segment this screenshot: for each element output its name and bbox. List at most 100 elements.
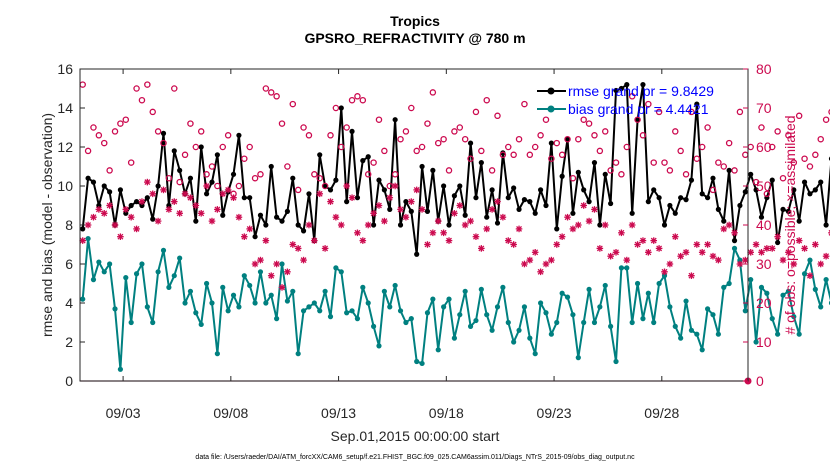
bias-point bbox=[586, 286, 592, 292]
bias-point bbox=[672, 323, 678, 329]
obs-possible-point bbox=[187, 120, 194, 127]
bias-point bbox=[785, 288, 792, 294]
obs-possible-point bbox=[316, 174, 323, 182]
rmse-point bbox=[360, 158, 366, 164]
bias-point bbox=[494, 304, 501, 310]
bias-point bbox=[198, 321, 204, 328]
rmse-point bbox=[90, 179, 97, 185]
obs-possible-point bbox=[548, 155, 555, 162]
obs-assimilated-point bbox=[812, 241, 819, 248]
obs-assimilated-point bbox=[262, 237, 270, 244]
y-tick-label: 10 bbox=[57, 178, 73, 194]
rmse-point bbox=[511, 185, 517, 191]
obs-possible-point bbox=[117, 120, 124, 127]
obs-assimilated-point bbox=[704, 241, 711, 248]
bias-point bbox=[715, 331, 721, 337]
x-axis-label: Sep.01,2015 00:00:00 start bbox=[331, 428, 500, 444]
bias-point bbox=[177, 255, 183, 261]
obs-assimilated-point bbox=[445, 237, 453, 244]
bias-point bbox=[721, 284, 727, 290]
x-tick-label: 09/13 bbox=[321, 405, 356, 421]
rmse-point bbox=[726, 167, 732, 173]
obs-possible-point bbox=[90, 124, 97, 131]
obs-possible-point bbox=[214, 182, 221, 190]
obs-possible-point bbox=[763, 190, 771, 198]
rmse-point bbox=[812, 187, 818, 193]
obs-possible-point bbox=[478, 147, 485, 155]
obs-possible-point bbox=[154, 128, 162, 135]
obs-assimilated-point bbox=[666, 260, 674, 268]
obs-assimilated-point bbox=[316, 190, 324, 198]
legend-bias-label: bias grand pr = 4.4421 bbox=[568, 101, 709, 117]
rmse-point bbox=[300, 228, 307, 234]
y-axis-left: 0 2 4 6 8 10 12 14 16 bbox=[57, 61, 85, 389]
obs-assimilated-point bbox=[822, 252, 830, 260]
obs-possible-point bbox=[666, 167, 674, 174]
obs-assimilated-point bbox=[682, 249, 690, 256]
bias-point bbox=[112, 306, 118, 312]
obs-assimilated-point bbox=[585, 217, 593, 225]
obs-assimilated-point bbox=[661, 268, 668, 276]
bias-point bbox=[548, 331, 554, 337]
obs-possible-point bbox=[564, 135, 571, 143]
obs-assimilated-point bbox=[235, 213, 243, 221]
rmse-point bbox=[381, 187, 387, 193]
bias-point bbox=[150, 319, 156, 326]
rmse-point bbox=[317, 152, 323, 158]
obs-assimilated-point bbox=[289, 241, 297, 248]
rmse-point bbox=[613, 87, 619, 94]
obs-assimilated-point bbox=[176, 210, 183, 217]
obs-assimilated-point bbox=[763, 245, 771, 252]
bias-point bbox=[160, 247, 167, 253]
bias-point bbox=[435, 347, 441, 353]
bias-point bbox=[791, 314, 797, 320]
y-axis-right-label: # of obs: o=possible; ×=assimilated bbox=[782, 115, 798, 334]
obs-assimilated-point bbox=[321, 245, 329, 252]
obs-possible-point bbox=[424, 120, 431, 127]
chart-subtitle: GPSRO_REFRACTIVITY @ 780 m bbox=[304, 30, 525, 46]
legend-rmse-marker bbox=[547, 87, 555, 95]
obs-possible-point bbox=[445, 167, 453, 174]
y-tick-label: 6 bbox=[65, 256, 73, 272]
bias-point bbox=[424, 310, 431, 316]
obs-assimilated-point bbox=[408, 198, 415, 205]
obs-assimilated-point bbox=[623, 256, 631, 264]
y-tick-label: 0 bbox=[65, 373, 73, 389]
obs-assimilated-point bbox=[461, 221, 469, 229]
obs-possible-point bbox=[133, 85, 140, 92]
bias-point bbox=[651, 319, 657, 326]
obs-assimilated-point bbox=[720, 225, 728, 233]
obs-assimilated-point bbox=[456, 202, 464, 209]
bias-point bbox=[575, 355, 581, 361]
rmse-point bbox=[187, 175, 194, 181]
obs-possible-point bbox=[672, 128, 679, 135]
obs-assimilated-point bbox=[790, 260, 798, 268]
rmse-point bbox=[370, 222, 377, 228]
rmse-point bbox=[791, 187, 797, 193]
obs-possible-point bbox=[461, 135, 469, 143]
obs-possible-point bbox=[111, 128, 119, 135]
bias-point bbox=[543, 310, 549, 316]
obs-assimilated-point bbox=[348, 194, 356, 201]
obs-assimilated-point bbox=[246, 225, 253, 233]
rmse-point bbox=[354, 195, 361, 201]
bias-point bbox=[634, 280, 641, 287]
bias-point bbox=[731, 245, 738, 251]
bias-point bbox=[597, 304, 603, 310]
obs-assimilated-point bbox=[601, 221, 609, 229]
obs-assimilated-point bbox=[537, 268, 544, 276]
bias-point bbox=[214, 351, 220, 357]
obs-possible-point bbox=[688, 108, 695, 116]
bias-point bbox=[182, 300, 188, 306]
rmse-point bbox=[133, 199, 140, 205]
obs-possible-point bbox=[262, 85, 270, 92]
obs-possible-point bbox=[580, 116, 587, 123]
bias-point bbox=[462, 288, 468, 294]
rmse-point bbox=[769, 177, 775, 183]
rmse-point bbox=[236, 132, 242, 138]
rmse-point bbox=[446, 222, 452, 228]
rmse-point bbox=[489, 187, 495, 193]
obs-possible-point bbox=[467, 155, 474, 162]
rmse-point bbox=[257, 212, 264, 218]
obs-assimilated-point bbox=[327, 198, 334, 205]
